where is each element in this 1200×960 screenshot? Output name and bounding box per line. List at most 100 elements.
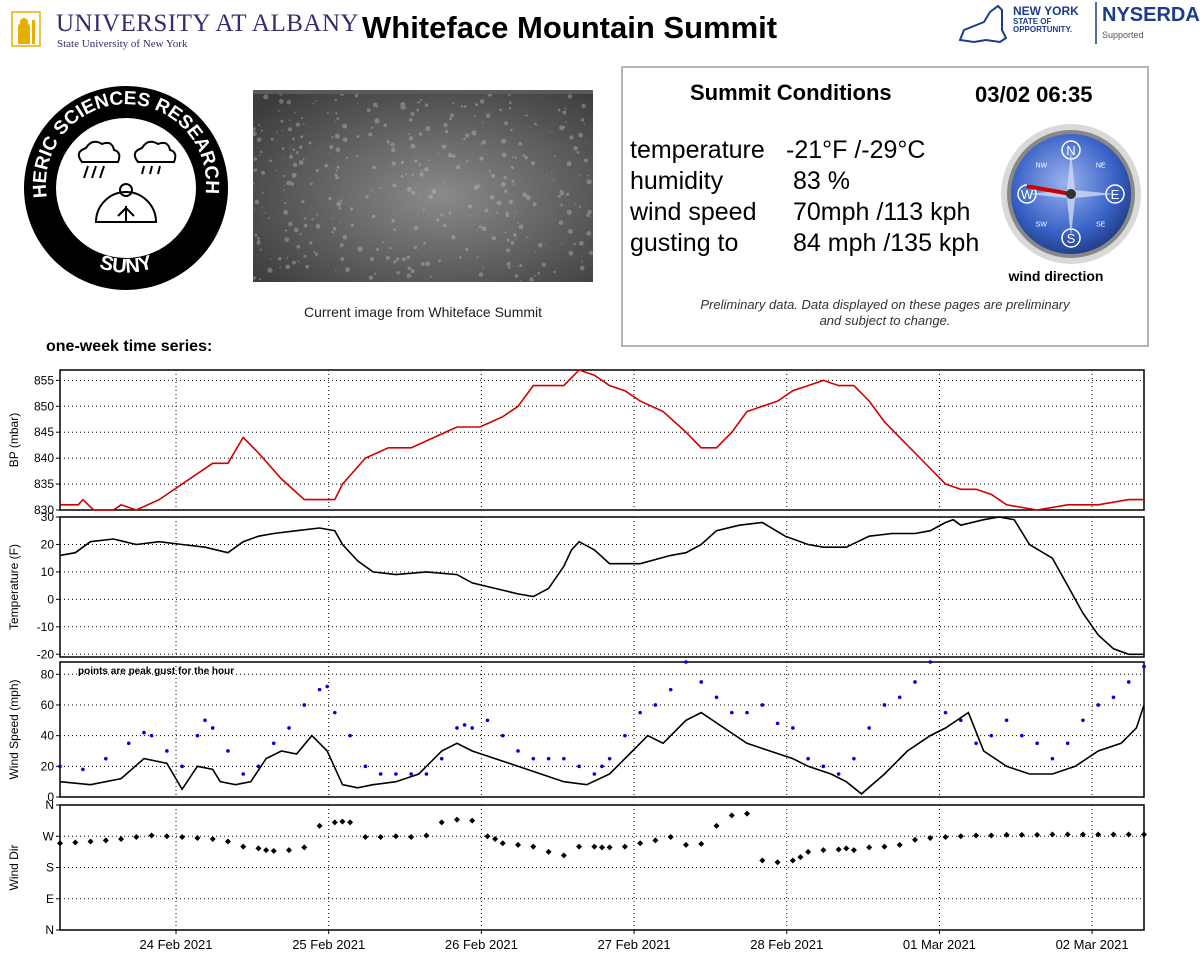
gust-point: [126, 741, 131, 746]
gust-point: [165, 749, 169, 753]
wind-dir-point: [1049, 831, 1056, 838]
wind-dir-point: [698, 840, 705, 847]
nyserda-supported: Supported: [1102, 30, 1144, 40]
conditions-datetime: 03/02 06:35: [975, 82, 1093, 107]
y-axis-label: Wind Speed (mph): [7, 679, 21, 779]
y-tick-label: N: [45, 923, 54, 937]
gust-point: [531, 756, 536, 761]
wind-dir-point: [957, 833, 964, 840]
wind-dir-point: [606, 844, 613, 851]
asrc-seal-logo: ATMOSPHERIC SCIENCES RESEARCH CENTER SUN…: [20, 82, 228, 290]
gust-point: [745, 710, 749, 715]
seal-text-bottom: SUNY: [97, 251, 155, 277]
storm-cloud-icon: [77, 140, 121, 179]
wind-dir-point: [102, 837, 109, 844]
wind-dir-point: [209, 836, 216, 843]
webcam-caption: Current image from Whiteface Summit: [303, 304, 543, 320]
gust-point: [1020, 733, 1024, 738]
wind-dir-point: [515, 841, 522, 848]
gust-point: [241, 772, 246, 776]
y-tick-label: E: [46, 892, 54, 906]
wind-dir-point: [911, 836, 918, 843]
gust-point: [913, 680, 917, 684]
series-line: [59, 704, 1145, 795]
nyserda-logo[interactable]: [956, 0, 1196, 48]
compass-point-w: W: [1021, 187, 1034, 202]
gust-point: [462, 723, 467, 727]
wind-dir-point: [392, 833, 399, 840]
wind-dir-point: [1125, 831, 1132, 838]
y-tick-label: 850: [34, 399, 54, 413]
humidity-label: humidity: [630, 167, 724, 195]
gust-point: [1065, 741, 1070, 746]
gust-point: [836, 772, 841, 776]
x-tick-label: 27 Feb 2021: [598, 937, 671, 952]
chart-panel-4: N E S W N Wind Dir: [7, 798, 1147, 937]
wind-dir-point: [347, 819, 354, 826]
wind-direction-label: wind direction: [1008, 268, 1104, 284]
wind-dir-point: [1141, 831, 1147, 838]
gust-point: [287, 726, 291, 730]
sunrise-icon: [94, 183, 158, 223]
wind-dir-point: [927, 834, 934, 841]
gust-point: [958, 718, 963, 723]
wind-dir-point: [1095, 831, 1102, 838]
wind-dir-point: [843, 845, 850, 852]
rain-cloud-icon: [133, 140, 177, 175]
wind-dir-point: [866, 844, 873, 851]
wind-dir-point: [255, 845, 262, 852]
gust-point: [714, 695, 719, 700]
ny-logo-title: NEW YORK: [1013, 4, 1079, 18]
y-axis-label: Wind Dir: [7, 844, 21, 890]
wind-dir-point: [362, 833, 369, 840]
series-line: [60, 369, 1144, 511]
gust-point: [760, 703, 765, 707]
compass-point-sw: SW: [1036, 222, 1048, 229]
wind-dir-point: [301, 844, 308, 851]
compass-point-se: SE: [1096, 222, 1106, 229]
y-tick-label: 855: [34, 373, 54, 387]
gust-point: [226, 749, 230, 753]
x-tick-label: 26 Feb 2021: [445, 937, 518, 952]
university-logo[interactable]: [10, 8, 300, 50]
wind-dir-point: [667, 833, 674, 840]
gust-point: [195, 733, 200, 738]
gust-point: [974, 741, 978, 746]
wind-dir-point: [576, 843, 583, 850]
gust-point: [607, 756, 612, 761]
wind-dir-point: [377, 833, 384, 840]
compass-point-n: N: [1066, 143, 1075, 158]
wind-dir-point: [484, 833, 491, 840]
webcam-image[interactable]: [253, 90, 593, 282]
gust-point: [577, 764, 581, 769]
gust-point: [142, 730, 146, 735]
gust-point: [256, 764, 261, 769]
wind-dir-point: [453, 816, 460, 823]
university-subtitle: State University of New York: [57, 38, 188, 50]
gust-point: [1096, 703, 1100, 707]
wind-dir-point: [118, 836, 125, 843]
gust-point: [852, 756, 856, 761]
y-tick-label: 60: [41, 698, 55, 712]
y-tick-label: 40: [41, 729, 55, 743]
wind-dir-point: [87, 838, 94, 845]
gust-point: [821, 764, 826, 769]
gust-point: [882, 703, 887, 707]
gust-point: [897, 695, 902, 700]
gust-point: [1035, 741, 1039, 746]
wind-dir-point: [57, 840, 63, 847]
wind-dir-point: [1064, 831, 1071, 838]
y-tick-label: S: [46, 861, 54, 875]
conditions-title: Summit Conditions: [690, 80, 892, 105]
gust-point: [58, 764, 62, 769]
page-title: Whiteface Mountain Summit: [362, 10, 778, 45]
plot-frame: [59, 369, 1145, 511]
gust-point: [791, 726, 795, 730]
gust-point: [424, 772, 429, 776]
y-tick-label: 30: [41, 510, 55, 524]
chart-panel-2: -20 -10 0 10 20 30 Temperature (F): [7, 510, 1145, 661]
university-name: UNIVERSITY AT ALBANY: [56, 10, 360, 37]
gust-point: [592, 772, 597, 776]
wind-dir-point: [942, 833, 949, 840]
wind-dir-point: [179, 833, 186, 840]
